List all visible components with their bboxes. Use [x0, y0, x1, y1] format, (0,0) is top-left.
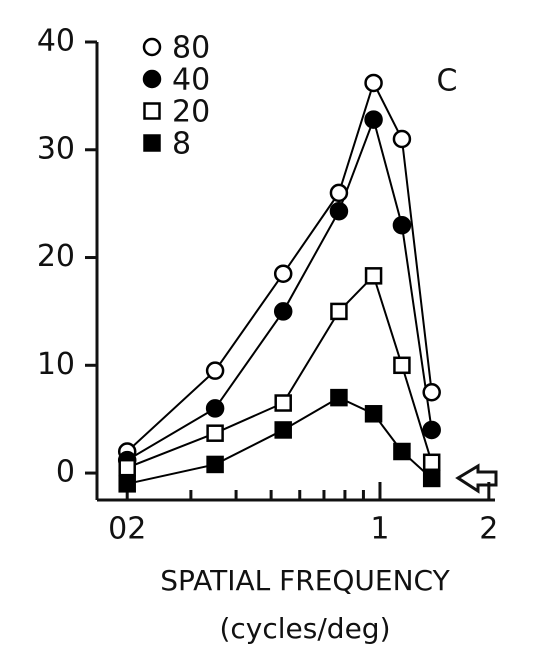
- data-point: [422, 420, 441, 440]
- data-point: [330, 302, 348, 321]
- data-point: [364, 405, 383, 423]
- data-point: [206, 455, 224, 474]
- data-point: [393, 442, 411, 461]
- data-point: [329, 201, 349, 221]
- x-axis-label: SPATIAL FREQUENCY: [160, 564, 450, 597]
- legend-label: 20: [172, 95, 210, 130]
- baseline-arrow: [455, 463, 498, 494]
- data-point: [274, 394, 292, 412]
- legend-label: 8: [172, 127, 191, 162]
- data-point: [392, 215, 412, 235]
- data-point: [422, 453, 441, 472]
- annotation: C: [437, 64, 458, 99]
- data-point: [205, 399, 225, 418]
- data-point: [364, 110, 383, 129]
- data-point: [393, 356, 411, 375]
- y-tick-label: 0: [56, 455, 75, 490]
- data-point: [118, 475, 136, 493]
- y-tick-label: 40: [37, 24, 75, 59]
- legend-label: 40: [172, 63, 210, 98]
- data-point: [274, 421, 292, 439]
- y-tick-label: 20: [37, 239, 75, 274]
- data-point: [422, 382, 441, 402]
- legend-marker: [142, 37, 162, 57]
- data-point: [422, 469, 441, 488]
- x-tick-label: 2: [479, 512, 498, 547]
- legend-marker: [143, 102, 161, 120]
- legend-marker: [143, 134, 161, 152]
- data-point: [364, 267, 383, 285]
- data-point: [364, 73, 383, 93]
- data-point: [205, 361, 225, 380]
- legend-marker: [142, 69, 162, 89]
- data-point: [330, 388, 348, 407]
- data-point: [273, 264, 293, 283]
- data-point: [329, 183, 349, 203]
- legend-label: 80: [172, 31, 210, 66]
- data-point: [118, 458, 136, 477]
- data-point: [392, 129, 412, 149]
- x-tick-label: 1: [370, 512, 389, 547]
- x-tick-label: 02: [108, 512, 146, 547]
- data-point: [206, 424, 224, 442]
- y-tick-label: 10: [37, 347, 75, 382]
- data-point: [273, 302, 293, 321]
- y-tick-label: 30: [37, 131, 75, 166]
- x-axis-label-units: (cycles/deg): [219, 612, 390, 645]
